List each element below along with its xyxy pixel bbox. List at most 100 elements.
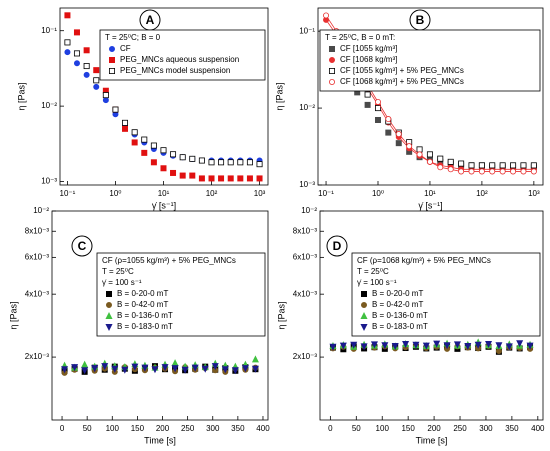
marker <box>339 342 347 350</box>
legend-label: B = 0-136-0 mT <box>372 311 428 320</box>
marker <box>246 175 253 182</box>
marker <box>221 366 229 374</box>
legend-header: T = 25⁰C <box>102 267 134 276</box>
y-tick-label: 10⁻³ <box>299 180 315 189</box>
legend-label: B = 0-136-0 mT <box>117 311 173 320</box>
marker <box>422 342 430 350</box>
marker <box>141 149 148 156</box>
marker <box>218 175 225 182</box>
marker <box>102 97 109 104</box>
legend-label: B = 0-20-0 mT <box>372 289 423 298</box>
marker <box>189 155 196 162</box>
marker <box>231 367 239 375</box>
x-tick-label: 10³ <box>254 189 266 198</box>
marker <box>406 143 413 150</box>
marker <box>161 364 169 372</box>
marker <box>474 341 482 349</box>
marker <box>227 175 234 182</box>
marker <box>151 366 159 374</box>
x-tick-label: 10⁻¹ <box>318 189 334 198</box>
marker <box>385 116 392 123</box>
x-tick-label: 200 <box>156 424 170 433</box>
marker <box>73 29 80 36</box>
legend-label: B = 0-183-0 mT <box>372 322 428 331</box>
x-tick-label: 300 <box>206 424 220 433</box>
legend-swatch <box>328 57 335 64</box>
legend-marker <box>360 312 368 320</box>
legend-marker <box>109 46 116 53</box>
x-tick-label: 10¹ <box>424 189 436 198</box>
marker <box>364 91 371 98</box>
marker <box>520 168 527 175</box>
marker <box>526 342 534 350</box>
marker <box>83 71 90 78</box>
y-tick-label: 8x10⁻³ <box>293 226 318 235</box>
marker <box>478 168 485 175</box>
marker <box>141 136 148 143</box>
legend-swatch <box>328 68 335 75</box>
x-tick-label: 100 <box>106 424 120 433</box>
panel: 0 50 100 150 200 250 300 350 400 2x10⁻³ 4x10⁻³ 6x10… <box>276 206 545 445</box>
legend-marker <box>106 290 113 297</box>
legend-swatch <box>360 312 368 320</box>
marker <box>191 364 199 372</box>
x-tick-label: 0 <box>60 424 65 433</box>
marker <box>499 168 506 175</box>
marker <box>61 366 69 374</box>
legend-swatch <box>328 46 335 53</box>
y-tick-label: 10⁻¹ <box>41 26 57 35</box>
marker <box>237 159 244 166</box>
legend-swatch <box>109 57 116 64</box>
legend-swatch <box>328 79 335 86</box>
y-tick-label: 6x10⁻³ <box>293 252 318 261</box>
marker <box>73 50 80 57</box>
marker <box>447 166 454 173</box>
marker <box>395 140 402 147</box>
marker <box>447 158 454 165</box>
x-tick-label: 150 <box>401 424 415 433</box>
x-tick-label: 150 <box>131 424 145 433</box>
x-tick-label: 10³ <box>528 189 540 198</box>
marker <box>198 175 205 182</box>
legend-marker <box>360 323 368 331</box>
legend-label: CF [1068 kg/m³] + 5% PEG_MNCs <box>340 77 464 86</box>
plot-frame <box>319 210 544 421</box>
legend-marker <box>109 68 116 75</box>
marker <box>83 63 90 70</box>
panel: 0 50 100 150 200 250 300 350 400 2x10⁻³ 4x10⁻³ 6x10… <box>8 206 270 445</box>
marker <box>402 341 410 349</box>
marker <box>93 83 100 90</box>
marker <box>170 151 177 158</box>
marker <box>374 105 381 112</box>
x-tick-label: 200 <box>427 424 441 433</box>
y-axis-title: η [Pas] <box>16 82 26 110</box>
marker <box>495 342 503 350</box>
x-tick-label: 100 <box>376 424 390 433</box>
marker <box>93 67 100 74</box>
marker <box>64 49 71 56</box>
x-axis-title: Time [s] <box>416 435 448 445</box>
marker <box>208 175 215 182</box>
x-tick-label: 10⁰ <box>109 189 121 198</box>
marker <box>374 98 381 105</box>
marker <box>81 367 89 375</box>
marker <box>218 159 225 166</box>
y-axis-title: η [Pas] <box>8 301 18 329</box>
y-tick-label: 2x10⁻³ <box>25 352 50 361</box>
legend-marker <box>328 79 335 86</box>
marker <box>201 365 209 373</box>
y-axis-title: η [Pas] <box>274 82 284 110</box>
legend-label: PEG_MNCs aqueous suspension <box>120 55 239 64</box>
panel-letter-circle <box>326 235 348 257</box>
y-tick-label: 10⁻³ <box>41 177 57 186</box>
marker <box>485 341 493 349</box>
x-tick-label: 250 <box>181 424 195 433</box>
legend-box <box>96 252 266 337</box>
legend-swatch <box>105 312 113 320</box>
marker <box>530 162 537 169</box>
legend-header: CF (ρ=1068 kg/m³) + 5% PEG_MNCs <box>357 256 491 265</box>
x-axis-title: γ̇ [s⁻¹] <box>418 200 442 210</box>
marker <box>131 363 139 371</box>
marker <box>329 343 337 351</box>
x-tick-label: 350 <box>231 424 245 433</box>
